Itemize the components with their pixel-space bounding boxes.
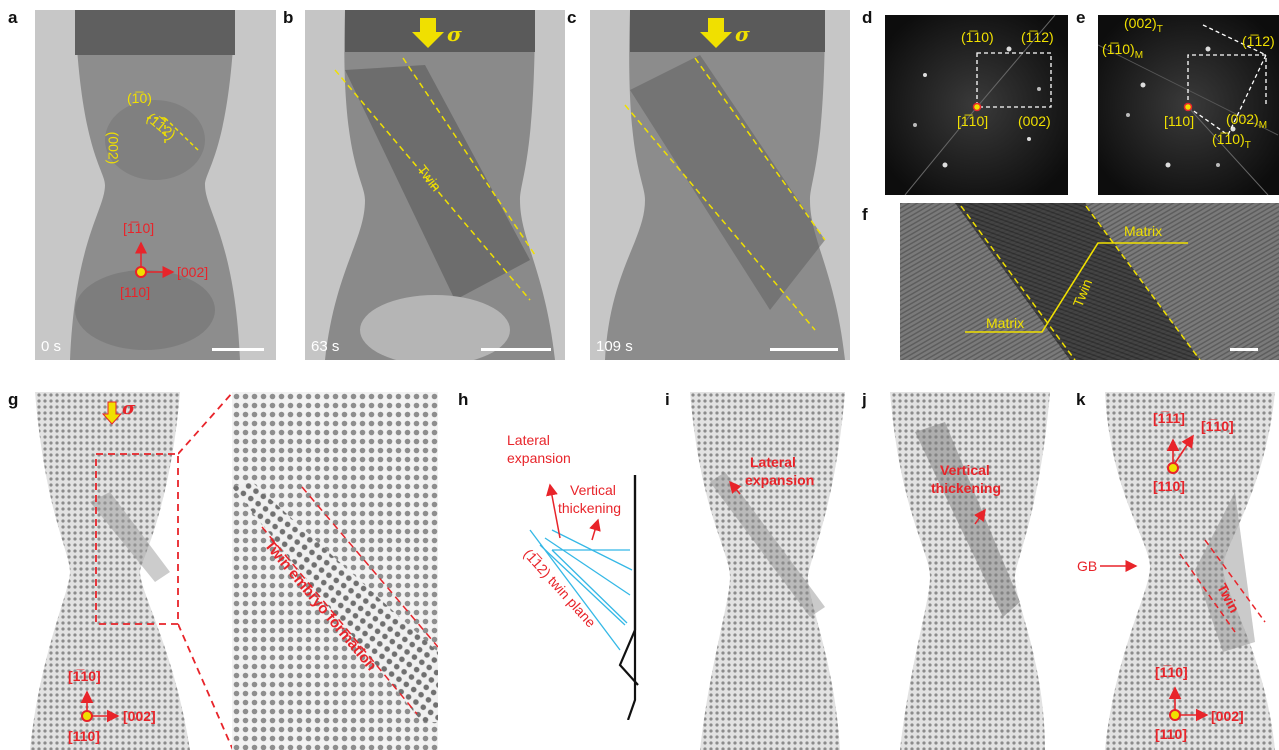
spot-110bar-twin-text: (1̅10) xyxy=(1212,131,1245,147)
panel-i-md-specimen: Lateral expansion xyxy=(690,392,850,750)
scale-bar xyxy=(481,348,551,351)
axis-origin-label: [110] xyxy=(68,728,100,744)
panel-h-schematic: Lateral expansion Vertical thickening (1… xyxy=(470,420,660,720)
dir-110bar: [1̅10] xyxy=(1201,418,1234,434)
panel-c-tem-image: σ 109 s xyxy=(590,10,850,360)
scale-bar xyxy=(770,348,838,351)
zone-axis: [1̅10] xyxy=(957,113,989,129)
panel-g-zoom-inset: Twin embryo formation xyxy=(232,392,438,750)
md-specimen xyxy=(1105,392,1275,750)
panel-label-c: c xyxy=(567,8,577,27)
panel-d-fft: (1̅10) (1̅12) [1̅10] (002) xyxy=(885,15,1068,195)
panel-c-specimen xyxy=(590,10,850,360)
axis-up-label: [1̅10] xyxy=(123,220,155,236)
gb-label: GB xyxy=(1077,558,1098,574)
axis-origin-label: [110] xyxy=(1155,726,1187,742)
axis-right-label: [002] xyxy=(1211,708,1244,724)
vertical-label: Vertical xyxy=(940,462,990,478)
panel-label-b: b xyxy=(283,8,294,27)
panel-a-tem-image: (1̅0) (1̅12) (002) [1̅10] [002] [110] 0 … xyxy=(35,10,276,360)
twin-growth-schematic xyxy=(529,475,639,720)
axis-origin-label: [110] xyxy=(120,284,151,300)
panel-label-k: k xyxy=(1076,390,1086,409)
time-stamp: 109 s xyxy=(596,338,633,355)
panel-label-j: j xyxy=(862,390,867,409)
spot-002-twin-text: (002) xyxy=(1124,15,1157,31)
spot-002-matrix: (002)M xyxy=(1226,111,1267,131)
axis-up-label: [1̅10] xyxy=(1155,664,1188,680)
axis-right-label: [002] xyxy=(123,708,156,724)
md-specimen xyxy=(30,392,190,750)
twin-subscript: T xyxy=(1156,23,1163,35)
spot-110bar-matrix: (1̅10)M xyxy=(1102,41,1143,61)
panel-b-specimen xyxy=(305,10,565,360)
spot-002-matrix-text: (002) xyxy=(1226,111,1259,127)
panel-label-g: g xyxy=(8,390,19,409)
matrix-subscript: M xyxy=(1258,119,1268,131)
zone-axis: [110] xyxy=(1164,113,1195,129)
label-002: (002) xyxy=(105,131,122,165)
panel-label-a: a xyxy=(8,8,18,27)
dir-111bar: [1̅11] xyxy=(1153,410,1185,426)
spot-110bar: (1̅10) xyxy=(961,29,994,45)
spot-112bar: (1̅12) xyxy=(1242,33,1275,49)
expansion-label: expansion xyxy=(507,450,571,466)
panel-a-specimen xyxy=(35,10,276,360)
sigma-stress-label: σ xyxy=(735,22,750,46)
twin-subscript: T xyxy=(1244,139,1251,151)
time-stamp: 63 s xyxy=(311,338,340,355)
axis-right-label: [002] xyxy=(177,264,209,280)
panel-b-tem-image: σ Twin 63 s xyxy=(305,10,565,360)
matrix-subscript: M xyxy=(1134,49,1144,61)
md-zoom-lattice xyxy=(232,392,438,750)
lateral-label: Lateral xyxy=(750,454,796,470)
hrtem-image xyxy=(900,203,1279,360)
spot-002-twin: (002)T xyxy=(1124,15,1163,35)
label-110bar: (1̅0) xyxy=(127,90,152,106)
thickening-label: thickening xyxy=(558,500,622,516)
spot-110bar-twin: (1̅10)T xyxy=(1212,131,1251,151)
panel-label-d: d xyxy=(862,8,873,27)
sigma-stress-label: σ xyxy=(122,398,136,419)
panel-label-f: f xyxy=(862,205,868,224)
panel-f-hrtem: Matrix Matrix Twin xyxy=(900,203,1279,360)
md-specimen xyxy=(890,392,1050,750)
zoom-connector-lines xyxy=(178,392,234,750)
md-specimen xyxy=(690,392,845,750)
panel-g-md-specimen: σ [1̅10] [002] [110] xyxy=(30,392,190,750)
panel-j-md-specimen: Vertical thickening xyxy=(885,392,1055,750)
panel-e-fft: (002)T (1̅10)M (1̅12) [110] (002)M (1̅10… xyxy=(1098,15,1279,195)
time-stamp: 0 s xyxy=(41,338,62,355)
spot-112bar: (1̅12) xyxy=(1021,29,1054,45)
panel-k-md-specimen: [1̅11] [1̅10] [110] Twin [1̅10] [002] [1… xyxy=(1105,392,1279,750)
sigma-stress-label: σ xyxy=(447,22,462,46)
fft-pattern xyxy=(1098,15,1279,195)
panel-label-e: e xyxy=(1076,8,1086,27)
fft-pattern xyxy=(885,15,1068,195)
gb-arrow xyxy=(1100,560,1138,572)
matrix-label-top: Matrix xyxy=(1124,223,1163,239)
matrix-label-bottom: Matrix xyxy=(986,315,1025,331)
axis-up-label: [1̅10] xyxy=(68,668,101,684)
spot-002: (002) xyxy=(1018,113,1051,129)
vertical-label: Vertical xyxy=(570,482,616,498)
panel-label-h: h xyxy=(458,390,469,409)
thickening-label: thickening xyxy=(931,480,1002,496)
expansion-label: expansion xyxy=(745,472,815,488)
panel-label-i: i xyxy=(665,390,670,409)
lateral-label: Lateral xyxy=(507,432,550,448)
spot-110bar-matrix-text: (1̅10) xyxy=(1102,41,1135,57)
origin-top-label: [110] xyxy=(1153,478,1185,494)
scale-bar xyxy=(212,348,264,351)
